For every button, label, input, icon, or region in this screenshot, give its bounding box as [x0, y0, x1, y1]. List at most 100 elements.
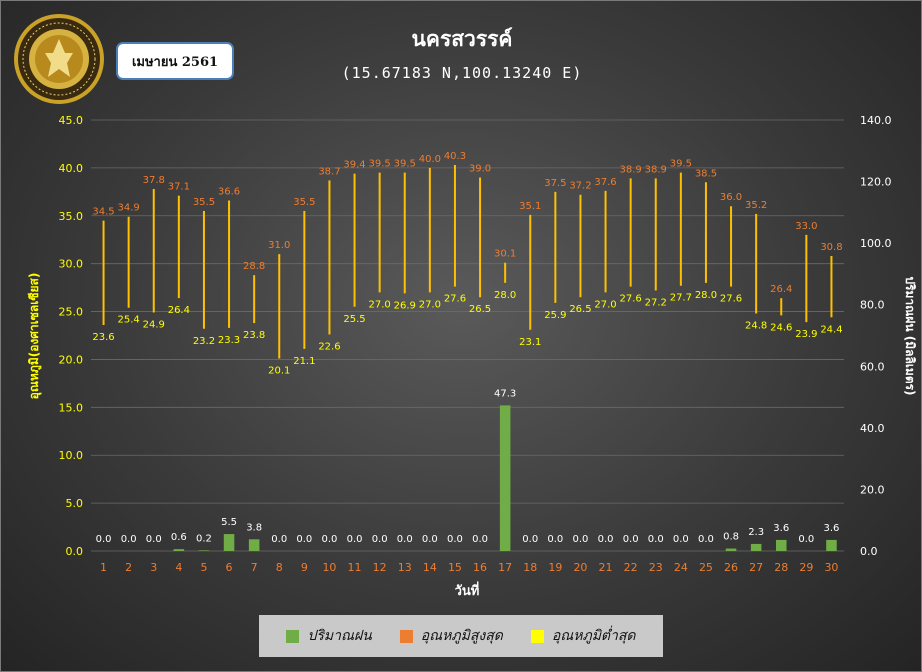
rain-data-label: 0.0 [321, 534, 337, 545]
x-tick-label: 22 [624, 561, 638, 574]
min-temp-label: 26.5 [569, 304, 591, 315]
max-temp-label: 34.9 [118, 203, 140, 214]
max-temp-label: 35.2 [745, 200, 767, 211]
min-temp-label: 23.3 [218, 335, 240, 346]
rain-data-label: 0.0 [397, 534, 413, 545]
rain-data-label: 0.0 [372, 534, 388, 545]
x-tick-label: 23 [649, 561, 663, 574]
rain-data-label: 3.6 [773, 523, 789, 534]
min-temp-label: 27.0 [594, 299, 616, 310]
x-tick-label: 4 [175, 561, 182, 574]
weather-chart: 0.05.010.015.020.025.030.035.040.045.0 0… [27, 114, 917, 599]
right-tick-label: 0.0 [860, 545, 878, 558]
max-temp-label: 39.5 [369, 159, 391, 170]
right-tick-label: 120.0 [860, 176, 892, 189]
left-tick-label: 30.0 [59, 258, 84, 271]
x-tick-label: 16 [473, 561, 487, 574]
legend-item-max: อุณหภูมิสูงสุด [399, 625, 503, 647]
max-temp-label: 36.6 [218, 186, 240, 197]
rain-data-label: 0.0 [296, 534, 312, 545]
min-temp-label: 24.6 [770, 322, 792, 333]
rain-bar [248, 539, 260, 551]
min-temp-label: 25.4 [118, 315, 140, 326]
x-tick-label: 9 [301, 561, 308, 574]
max-temp-label: 40.3 [444, 151, 466, 162]
x-tick-label: 15 [448, 561, 462, 574]
x-tick-label: 13 [398, 561, 412, 574]
rain-data-label: 0.0 [447, 534, 463, 545]
rain-data-label: 0.0 [673, 534, 689, 545]
rain-data-label: 47.3 [494, 388, 516, 399]
rain-data-label: 3.6 [823, 523, 839, 534]
chart-title: นครสวรรค์ [411, 27, 513, 51]
min-temp-label: 21.1 [293, 356, 315, 367]
rain-data-label: 0.2 [196, 533, 212, 544]
max-temp-label: 36.0 [720, 192, 742, 203]
rain-bar [223, 534, 235, 551]
left-axis-ticks: 0.0 5.0 10.0 15.0 20.0 25.0 30.0 35.0 40.0 45.0 [59, 114, 84, 558]
min-temp-label: 27.7 [670, 293, 692, 304]
min-temp-label: 28.0 [695, 290, 717, 301]
x-tick-label: 6 [226, 561, 233, 574]
max-temp-label: 39.5 [394, 159, 416, 170]
max-temp-label: 37.6 [594, 177, 616, 188]
max-temp-label: 33.0 [795, 221, 817, 232]
x-tick-label: 11 [348, 561, 362, 574]
x-tick-label: 19 [548, 561, 562, 574]
right-tick-label: 40.0 [860, 422, 885, 435]
rain-bar [198, 550, 210, 551]
x-tick-label: 5 [200, 561, 207, 574]
min-temp-label: 20.1 [268, 365, 290, 376]
x-tick-label: 3 [150, 561, 157, 574]
x-tick-label: 14 [423, 561, 437, 574]
max-temp-label: 37.1 [168, 182, 190, 193]
min-temp-label: 27.6 [720, 294, 742, 305]
rain-bar [725, 548, 737, 551]
rain-data-label: 0.0 [623, 534, 639, 545]
min-temp-label: 28.0 [494, 290, 516, 301]
max-temp-label: 30.1 [494, 249, 516, 260]
x-tick-label: 8 [276, 561, 283, 574]
min-temp-label: 23.2 [193, 336, 215, 347]
rain-data-label: 0.0 [146, 534, 162, 545]
min-temp-label: 23.9 [795, 329, 817, 340]
legend-item-rain: ปริมาณฝน [286, 625, 372, 647]
x-tick-label: 25 [699, 561, 713, 574]
x-tick-label: 17 [498, 561, 512, 574]
rain-data-label: 0.0 [422, 534, 438, 545]
rain-data-label: 0.0 [698, 534, 714, 545]
rain-bars [173, 405, 837, 551]
x-tick-label: 21 [599, 561, 613, 574]
legend: ปริมาณฝน อุณหภูมิสูงสุด อุณหภูมิต่ำสุด [259, 615, 663, 657]
legend-label-rain: ปริมาณฝน [307, 628, 372, 644]
gridlines [91, 119, 844, 552]
x-tick-label: 27 [749, 561, 763, 574]
min-temp-label: 23.8 [243, 330, 265, 341]
x-tick-label: 30 [824, 561, 838, 574]
left-tick-label: 20.0 [59, 353, 84, 366]
x-axis-label: วันที่ [455, 581, 480, 599]
rain-data-label: 0.8 [723, 532, 739, 543]
max-temp-label: 35.5 [293, 197, 315, 208]
right-tick-label: 100.0 [860, 237, 892, 250]
x-tick-label: 28 [774, 561, 788, 574]
max-temp-label: 39.5 [670, 159, 692, 170]
legend-swatch-rain [286, 629, 300, 643]
left-tick-label: 10.0 [59, 449, 84, 462]
x-tick-label: 29 [799, 561, 813, 574]
min-temp-label: 23.1 [519, 337, 541, 348]
legend-label-max: อุณหภูมิสูงสุด [420, 628, 503, 644]
right-axis-label: ปริมาณฝน (มิลลิเมตร) [903, 276, 917, 395]
rain-data-label: 5.5 [221, 517, 237, 528]
min-temp-label: 27.0 [369, 299, 391, 310]
rain-data-label: 0.6 [171, 532, 187, 543]
rain-data-label: 0.0 [522, 534, 538, 545]
x-axis-ticks: 1 2 3 4 5 6 7 8 9 10 11 12 13 14 15 16 17 18 19 20 21 22 23 24 2… [100, 561, 838, 574]
rain-bar [775, 539, 787, 551]
rain-data-label: 0.0 [96, 534, 112, 545]
min-temp-label: 24.4 [820, 324, 842, 335]
rain-data-label: 2.3 [748, 527, 764, 538]
x-tick-label: 10 [322, 561, 336, 574]
rain-data-label: 0.0 [547, 534, 563, 545]
rain-bar [750, 543, 762, 551]
